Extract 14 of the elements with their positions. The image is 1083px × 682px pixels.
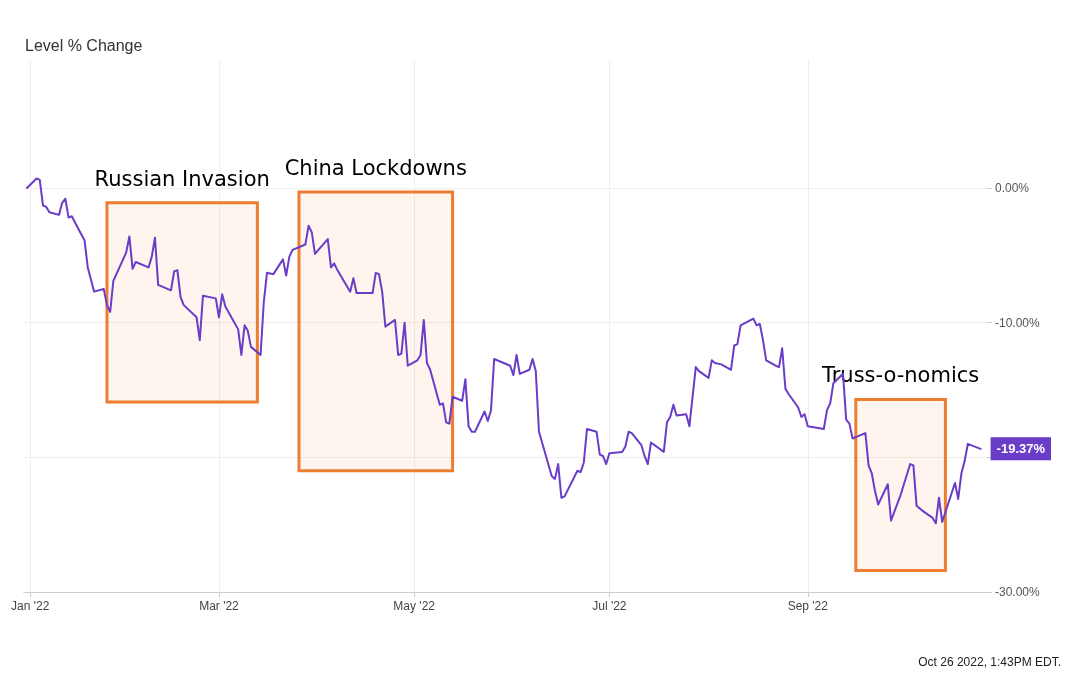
chart-title: Level % Change [25, 36, 143, 54]
y-tick-label: -30.00% [995, 585, 1041, 599]
band-label: China Lockdowns [284, 155, 467, 180]
x-tick-label: May '22 [393, 599, 436, 613]
y-tick-label: 0.00% [995, 180, 1030, 195]
text: Oct 26 2022, 1:43PM EDT. [918, 655, 1062, 669]
y-tick-label: -10.00% [995, 315, 1041, 330]
band-label: Truss-o-nomics [820, 363, 980, 388]
x-tick-label: Sep '22 [787, 599, 829, 613]
annotation: -19.37% [996, 441, 1046, 457]
x-tick-label: Jan '22 [11, 599, 50, 613]
band-label: Russian Invasion [94, 166, 270, 191]
x-tick-label: Jul '22 [592, 599, 627, 613]
x-tick-label: Mar '22 [199, 599, 240, 613]
